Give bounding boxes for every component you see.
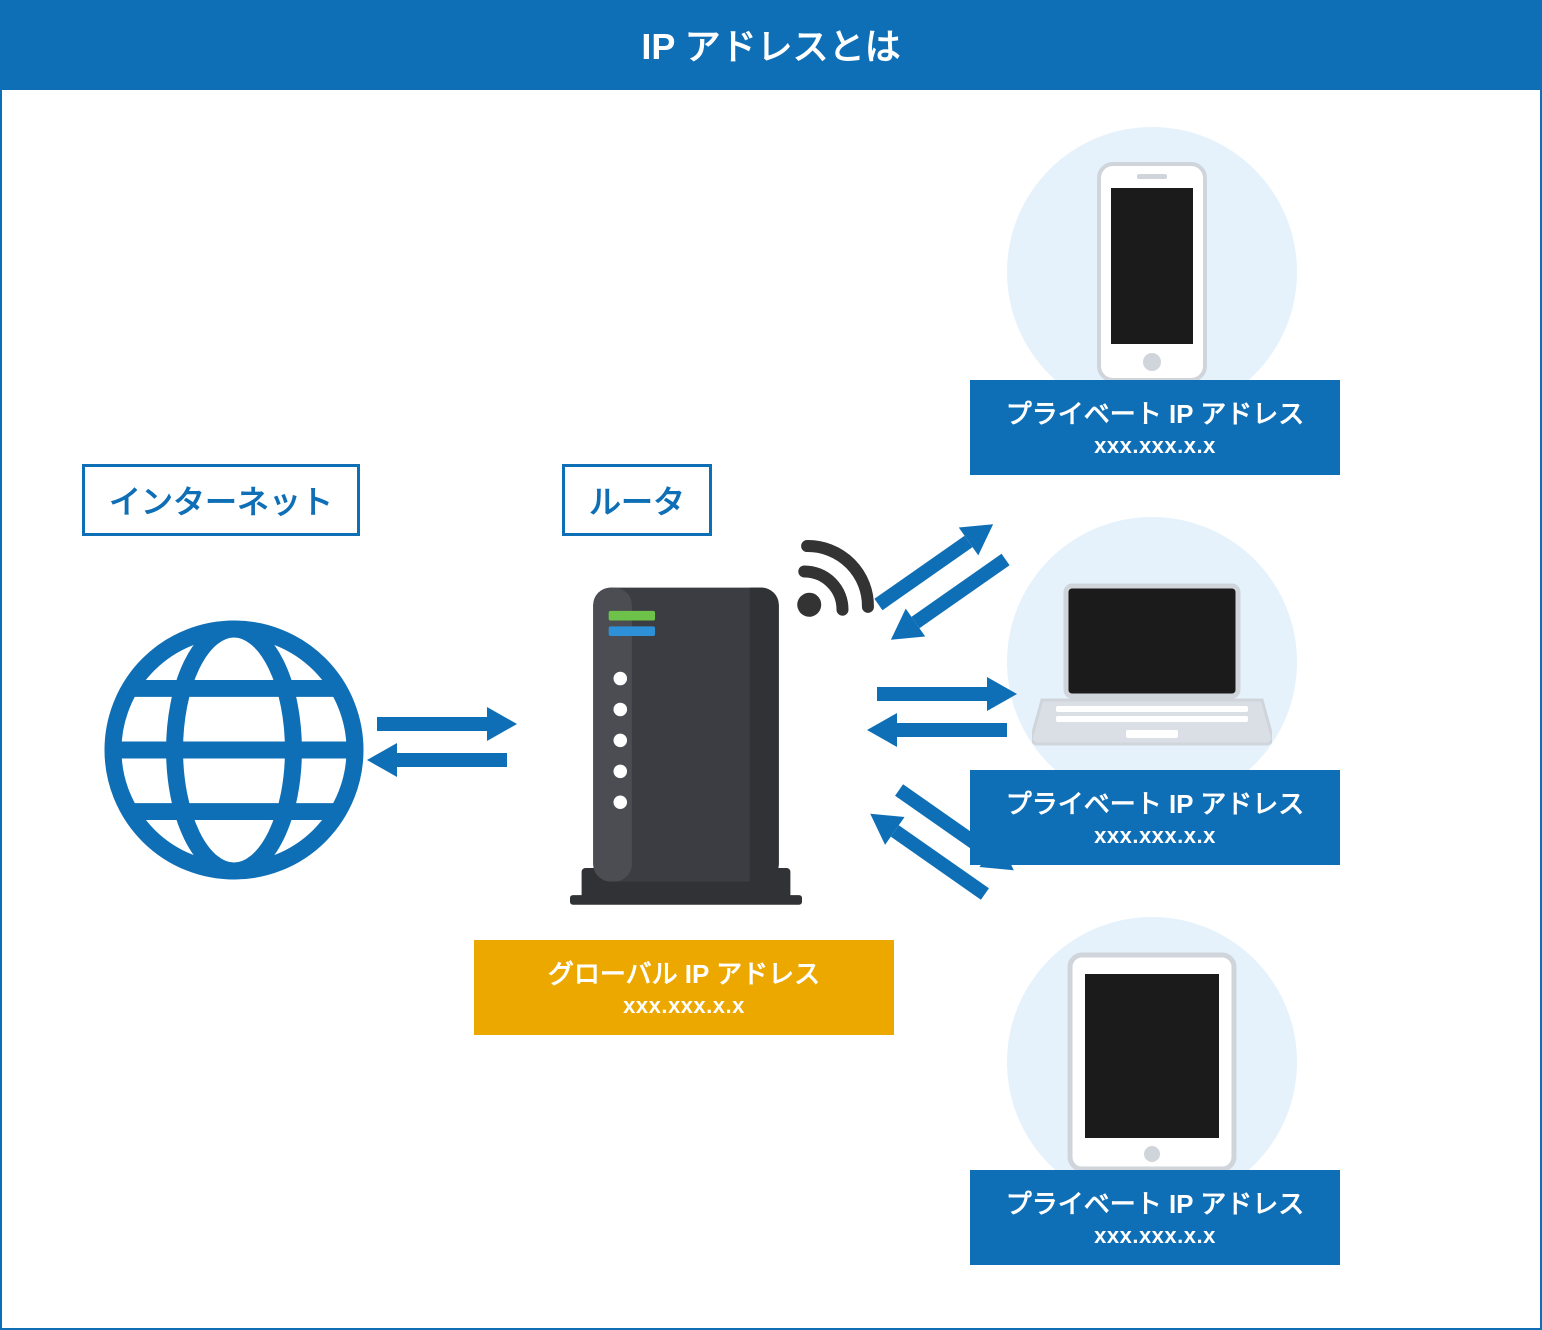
private-ip-box-1: プライベート IP アドレス xxx.xxx.x.x <box>970 380 1340 475</box>
arrows-icon <box>857 667 1027 757</box>
smartphone-icon <box>1097 162 1207 382</box>
private-ip-title: プライベート IP アドレス <box>992 394 1318 431</box>
global-ip-box: グローバル IP アドレス xxx.xxx.x.x <box>474 940 894 1035</box>
globe-icon <box>96 612 372 888</box>
private-ip-value: xxx.xxx.x.x <box>992 433 1318 459</box>
laptop-icon <box>1032 582 1272 752</box>
private-ip-value: xxx.xxx.x.x <box>992 1223 1318 1249</box>
global-ip-value: xxx.xxx.x.x <box>496 993 872 1019</box>
private-ip-value: xxx.xxx.x.x <box>992 823 1318 849</box>
private-ip-box-3: プライベート IP アドレス xxx.xxx.x.x <box>970 1170 1340 1265</box>
internet-label: インターネット <box>82 464 360 536</box>
private-ip-title: プライベート IP アドレス <box>992 1184 1318 1221</box>
private-ip-title: プライベート IP アドレス <box>992 784 1318 821</box>
arrows-icon <box>357 697 527 787</box>
router-icon <box>570 582 802 922</box>
tablet-icon <box>1067 952 1237 1172</box>
router-label: ルータ <box>562 464 712 536</box>
global-ip-title: グローバル IP アドレス <box>496 954 872 991</box>
